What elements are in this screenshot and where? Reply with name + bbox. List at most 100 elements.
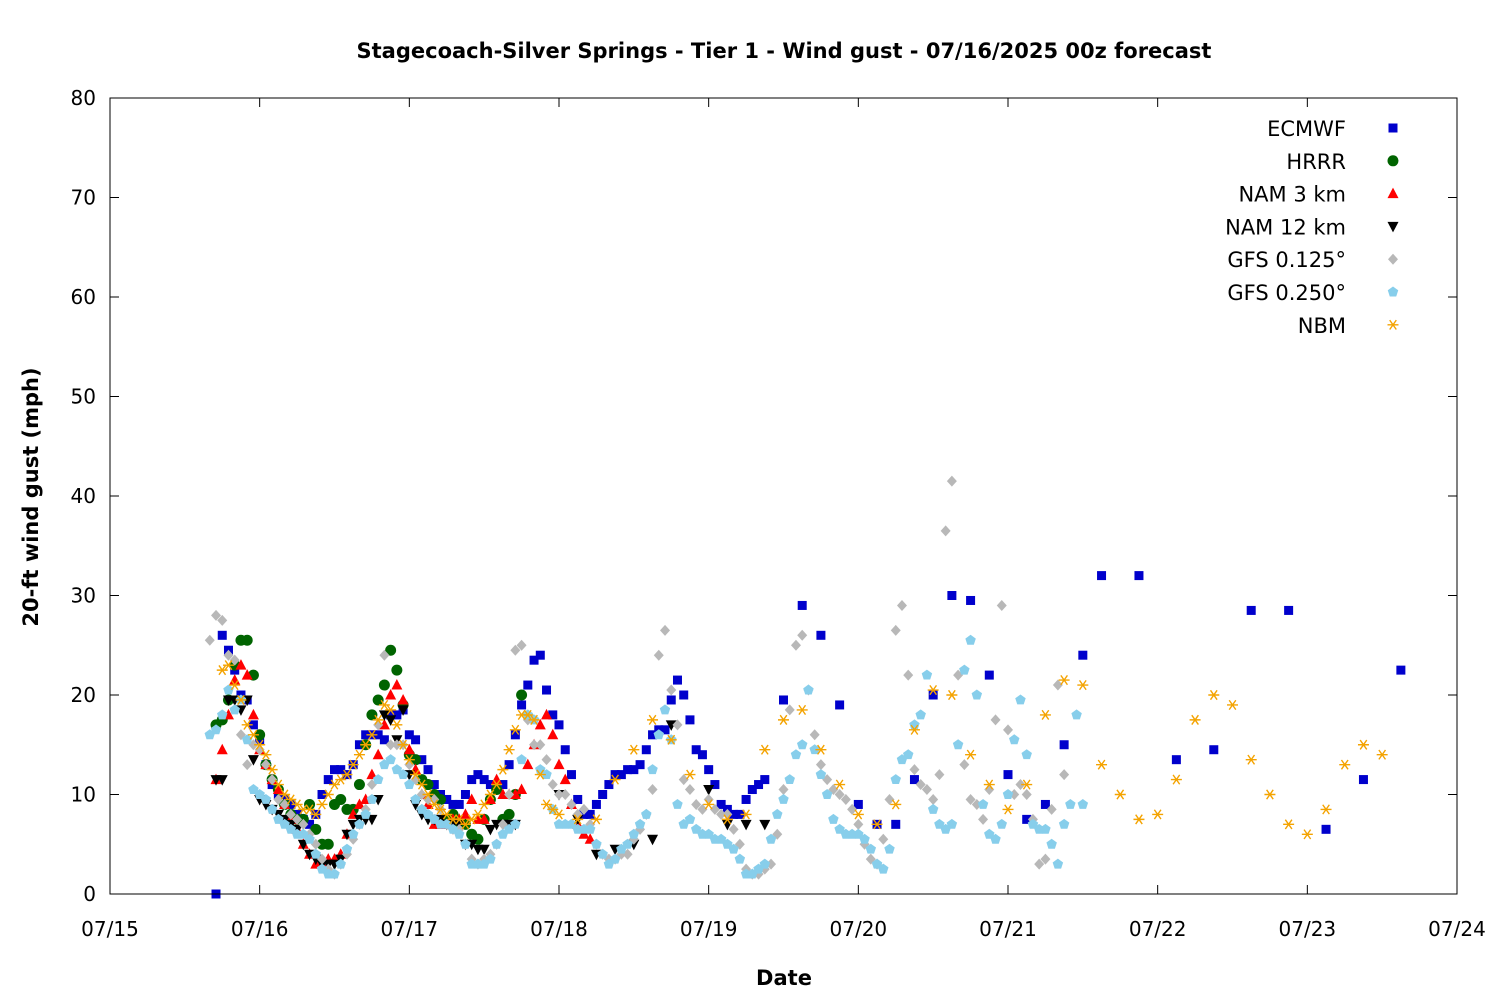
- data-point: [453, 814, 465, 825]
- data-point: [853, 818, 864, 830]
- data-point: [903, 669, 914, 681]
- data-point: [235, 694, 247, 706]
- data-point: [1284, 605, 1294, 615]
- data-point: [1077, 679, 1089, 691]
- data-point: [909, 775, 919, 785]
- data-point: [665, 734, 677, 745]
- data-point: [467, 775, 477, 785]
- data-point: [216, 743, 228, 755]
- data-point: [373, 719, 384, 731]
- data-point: [1039, 709, 1051, 720]
- data-point: [266, 803, 278, 814]
- data-point: [734, 853, 746, 864]
- data-point: [229, 704, 240, 715]
- y-tick-label: 70: [71, 186, 96, 210]
- data-point: [403, 754, 415, 765]
- data-point: [504, 760, 514, 770]
- x-tick-label: 07/19: [680, 917, 738, 941]
- data-point: [740, 809, 752, 820]
- data-point: [1040, 823, 1051, 834]
- data-point: [1133, 814, 1145, 825]
- data-point: [647, 764, 658, 775]
- data-point: [728, 843, 739, 854]
- data-point: [485, 780, 495, 790]
- data-point: [659, 704, 671, 715]
- data-point: [759, 819, 771, 831]
- data-point: [404, 730, 414, 740]
- data-point: [834, 823, 845, 834]
- data-point: [591, 838, 602, 849]
- data-point: [609, 774, 621, 785]
- data-point: [373, 730, 383, 740]
- data-point: [422, 808, 434, 819]
- data-point: [272, 779, 284, 790]
- legend-label: NAM 12 km: [1225, 215, 1346, 239]
- data-point: [254, 739, 266, 750]
- data-point: [697, 750, 707, 760]
- data-point: [754, 780, 764, 790]
- data-point: [1003, 770, 1013, 780]
- data-point: [1071, 709, 1082, 720]
- data-point: [566, 818, 577, 829]
- data-point: [254, 729, 266, 741]
- data-point: [609, 853, 621, 864]
- data-point: [404, 779, 415, 789]
- legend-marker: [1387, 286, 1399, 297]
- data-point: [441, 809, 453, 820]
- data-point: [217, 630, 227, 640]
- data-point: [541, 708, 553, 720]
- data-point: [977, 798, 989, 809]
- data-point: [809, 744, 820, 755]
- data-point: [316, 799, 328, 810]
- data-point: [765, 833, 777, 844]
- data-point: [535, 739, 546, 751]
- data-point: [828, 813, 839, 824]
- data-point: [890, 774, 901, 785]
- data-point: [260, 759, 271, 771]
- data-point: [310, 823, 322, 835]
- legend-marker: [1388, 123, 1398, 133]
- data-point: [572, 814, 584, 825]
- data-point: [1227, 699, 1238, 711]
- data-point: [660, 624, 671, 636]
- data-point: [1321, 824, 1331, 834]
- data-point: [217, 614, 228, 626]
- data-point: [1009, 734, 1020, 745]
- series-nbm: [216, 660, 1388, 840]
- chart-title: Stagecoach-Silver Springs - Tier 1 - Win…: [357, 39, 1212, 63]
- data-point: [616, 770, 626, 780]
- y-tick-label: 0: [83, 882, 96, 906]
- data-point: [547, 779, 558, 791]
- data-point: [254, 789, 265, 799]
- data-point: [559, 773, 571, 785]
- x-tick-label: 07/18: [530, 917, 588, 941]
- data-point: [778, 793, 789, 804]
- data-point: [235, 659, 247, 670]
- data-point: [790, 749, 802, 760]
- data-point: [672, 675, 682, 685]
- data-point: [628, 744, 640, 755]
- data-point: [329, 868, 340, 879]
- data-point: [1152, 809, 1164, 820]
- data-point: [510, 730, 520, 740]
- data-point: [378, 679, 390, 691]
- data-point: [516, 639, 527, 651]
- data-point: [310, 848, 322, 859]
- data-point: [211, 609, 222, 621]
- data-point: [597, 848, 608, 859]
- data-point: [472, 809, 484, 820]
- data-point: [728, 823, 739, 835]
- data-point: [254, 744, 265, 756]
- data-point: [878, 833, 889, 845]
- data-point: [329, 779, 340, 790]
- data-point: [946, 475, 957, 487]
- data-point: [934, 818, 945, 829]
- data-point: [971, 689, 983, 700]
- data-point: [491, 838, 502, 849]
- data-point: [459, 819, 471, 830]
- data-point: [760, 775, 770, 785]
- data-point: [859, 833, 870, 844]
- data-point: [298, 818, 309, 830]
- data-point: [497, 764, 509, 775]
- data-point: [697, 803, 708, 815]
